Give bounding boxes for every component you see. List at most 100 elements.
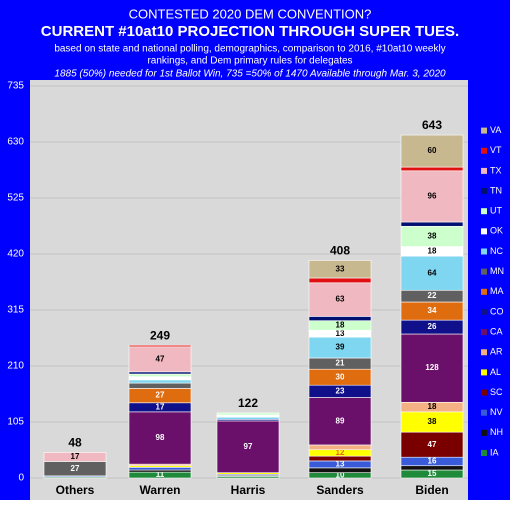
bar-segment xyxy=(308,467,372,473)
x-tick-label: Sanders xyxy=(316,483,364,497)
legend-label: AR xyxy=(490,347,503,357)
bar-segment xyxy=(400,465,464,471)
data-label: 26 xyxy=(428,322,437,331)
legend-swatch xyxy=(481,208,487,215)
legend-swatch xyxy=(481,329,487,336)
bar-segment xyxy=(400,333,464,403)
bar-segment xyxy=(128,376,192,381)
total-label: 408 xyxy=(330,244,350,258)
bar-segment xyxy=(308,282,372,317)
data-label: 22 xyxy=(428,291,437,300)
data-label: 27 xyxy=(71,464,80,473)
chart-title: CONTESTED 2020 DEM CONVENTION? xyxy=(129,6,372,21)
bar-segment xyxy=(128,382,192,389)
data-label: 17 xyxy=(156,402,165,411)
data-label: 30 xyxy=(336,372,345,381)
legend-swatch xyxy=(481,389,487,396)
y-tick-label: 210 xyxy=(7,361,24,372)
bar-segment xyxy=(400,255,464,291)
legend-swatch xyxy=(481,308,487,315)
data-label: 96 xyxy=(428,192,437,201)
legend-swatch xyxy=(481,409,487,416)
legend-swatch xyxy=(481,450,487,456)
bar-segment xyxy=(400,221,464,227)
legend-swatch xyxy=(481,288,487,295)
total-label: 643 xyxy=(422,118,442,132)
bar-segment xyxy=(308,316,372,321)
data-label: 64 xyxy=(428,268,437,277)
data-label: 60 xyxy=(428,146,437,155)
y-tick-label: 735 xyxy=(7,81,24,92)
data-label: 27 xyxy=(156,391,165,400)
bar-segment xyxy=(128,346,192,373)
bar-segment xyxy=(308,260,372,279)
data-label: 33 xyxy=(336,264,345,273)
bar-segment xyxy=(216,420,280,473)
legend-label: TX xyxy=(490,165,502,175)
total-label: 122 xyxy=(238,396,258,410)
legend-label: NH xyxy=(490,427,503,437)
legend-swatch xyxy=(481,248,487,255)
legend-swatch xyxy=(481,349,487,356)
data-label: 18 xyxy=(428,402,437,411)
legend-label: CA xyxy=(490,326,503,336)
bar-segment xyxy=(308,444,372,451)
data-label: 15 xyxy=(428,469,437,478)
bar-segment xyxy=(400,166,464,172)
data-label: 97 xyxy=(244,442,253,451)
bar-segment xyxy=(216,416,280,420)
bar-segment xyxy=(128,344,192,348)
data-label: 23 xyxy=(336,386,345,395)
bar-segment xyxy=(43,452,107,462)
bar-segment xyxy=(128,373,192,377)
data-label: 89 xyxy=(336,416,345,425)
legend-label: NC xyxy=(490,246,503,256)
y-tick-label: 0 xyxy=(18,473,24,484)
legend-label: NV xyxy=(490,407,503,417)
legend-swatch xyxy=(481,268,487,275)
data-label: 21 xyxy=(336,359,345,368)
bar-segment xyxy=(308,397,372,446)
legend-swatch xyxy=(481,188,487,195)
data-label: 47 xyxy=(428,440,437,449)
y-tick-label: 105 xyxy=(7,417,24,428)
x-tick-label: Others xyxy=(56,483,95,497)
legend-label: TN xyxy=(490,185,502,195)
legend-label: OK xyxy=(490,226,503,236)
legend-label: CO xyxy=(490,306,504,316)
data-label: 18 xyxy=(428,246,437,255)
bar-segment xyxy=(128,371,192,375)
chart-subtitle: CURRENT #10at10 PROJECTION THROUGH SUPER… xyxy=(41,23,459,40)
data-label: 17 xyxy=(71,452,80,461)
legend-label: VT xyxy=(490,145,502,155)
legend-label: SC xyxy=(490,387,503,397)
data-label: 18 xyxy=(336,321,345,330)
data-label: 38 xyxy=(428,417,437,426)
bar-segment xyxy=(128,469,192,473)
data-label: 11 xyxy=(156,470,165,479)
legend-swatch xyxy=(481,429,487,436)
data-label: 34 xyxy=(428,306,437,315)
legend-label: MA xyxy=(490,286,504,296)
total-label: 48 xyxy=(68,436,82,450)
legend-swatch xyxy=(481,369,487,376)
data-label: 13 xyxy=(336,329,345,338)
data-label: 12 xyxy=(336,448,345,457)
data-label: 10 xyxy=(336,470,345,479)
bar-segment xyxy=(400,170,464,223)
data-label: 63 xyxy=(336,295,345,304)
bar-segment xyxy=(400,431,464,458)
legend-swatch xyxy=(481,147,487,154)
data-label: 38 xyxy=(428,232,437,241)
legend-label: VA xyxy=(490,125,501,135)
bar-segment xyxy=(400,134,464,168)
bar-segment xyxy=(308,277,372,284)
bar-segment xyxy=(128,379,192,384)
y-tick-label: 630 xyxy=(7,137,24,148)
note: rankings, and Dem primary rules for dele… xyxy=(147,56,352,67)
legend-swatch xyxy=(481,167,487,174)
data-label: 39 xyxy=(336,343,345,352)
data-label: 128 xyxy=(425,363,439,372)
legend-label: IA xyxy=(490,447,499,457)
